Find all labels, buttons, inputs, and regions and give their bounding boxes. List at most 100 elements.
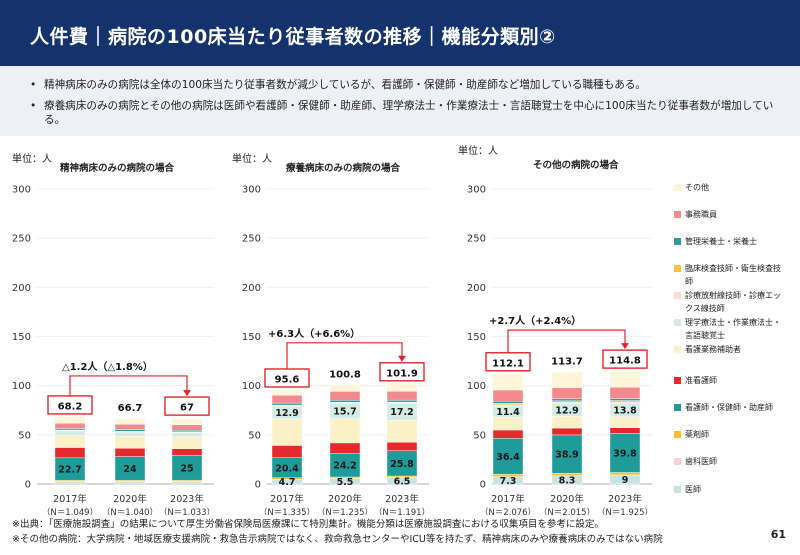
bar-segment <box>551 387 583 400</box>
y-tick-label: 50 <box>248 430 261 441</box>
bar-segment <box>609 387 641 399</box>
segment-value-label: 24.2 <box>333 461 356 472</box>
segment-value-label: 12.9 <box>275 408 298 419</box>
summary-box <box>0 66 800 136</box>
bar-segment <box>609 400 641 403</box>
legend-swatch <box>674 292 681 299</box>
y-tick-label: 0 <box>255 480 261 491</box>
legend-label: 歯科医師 <box>685 456 717 466</box>
n-label: （N＝2,015） <box>539 507 595 515</box>
annotation-bracket <box>286 342 403 369</box>
n-label: （N＝1,191） <box>374 507 430 515</box>
x-tick-label: 2023年 <box>385 493 419 505</box>
bar-total-label: 101.9 <box>386 368 418 379</box>
bar-segment <box>271 445 303 458</box>
bar-segment <box>171 448 203 456</box>
segment-value-label: 17.2 <box>390 407 413 418</box>
chart-title: その他の病院の場合 <box>533 159 619 171</box>
legend-swatch <box>674 458 681 465</box>
annotation-bracket <box>507 329 626 353</box>
bar-segment <box>54 430 86 436</box>
y-tick-label: 0 <box>480 480 486 491</box>
summary-bullet-text: 精神病床のみの病院は全体の100床当たり従事者数が減少しているが、看護師・保健師… <box>44 79 647 91</box>
bar-segment <box>609 427 641 434</box>
x-tick-label: 2020年 <box>328 493 362 505</box>
bar-segment <box>114 448 146 457</box>
total-highlight-box <box>379 362 425 382</box>
legend-swatch <box>674 404 681 411</box>
segment-value-label: 15.7 <box>333 407 356 418</box>
segment-value-label: 25.8 <box>390 459 414 470</box>
legend-label: 看護業務補助者 <box>685 344 741 354</box>
chart-title: 療養病床のみの病院の場合 <box>286 162 401 174</box>
legend-label: その他 <box>685 182 709 192</box>
annotation-arrowhead <box>183 390 191 397</box>
bar-segment <box>329 418 361 444</box>
legend-swatch <box>674 265 681 272</box>
y-tick-label: 100 <box>467 381 486 392</box>
n-label: （N＝1,925） <box>597 507 653 515</box>
y-tick-label: 250 <box>467 234 486 245</box>
n-label: （N＝1,049） <box>42 507 98 515</box>
bar-segment <box>329 442 361 454</box>
bar-segment <box>329 400 361 403</box>
bar-total-label: 95.6 <box>275 374 300 385</box>
bar-segment <box>271 389 303 396</box>
segment-value-label: 7.3 <box>500 476 517 487</box>
bar-segment <box>386 383 418 392</box>
charts-area: 単位：人精神病床のみの病院の場合05010015020025030022.768… <box>12 144 781 515</box>
legend-swatch <box>674 184 681 191</box>
segment-value-label: 38.9 <box>555 450 578 461</box>
bar-total-label: 100.8 <box>329 369 361 380</box>
legend-label: 事務職員 <box>685 209 717 219</box>
bar-segment <box>386 399 418 403</box>
header-bar: 人件費｜病院の100床当たり従事者数の推移｜機能分類別② <box>0 0 800 66</box>
bar-segment <box>551 398 583 402</box>
bar-segment <box>114 436 146 449</box>
bar-segment <box>386 391 418 401</box>
bar-segment <box>609 398 641 401</box>
bar-segment <box>609 416 641 428</box>
x-tick-label: 2020年 <box>113 493 147 505</box>
segment-value-label: 9 <box>622 475 629 486</box>
x-tick-label: 2023年 <box>608 493 642 505</box>
unit-label: 単位：人 <box>458 144 498 157</box>
y-tick-label: 50 <box>473 430 486 441</box>
x-tick-label: 2023年 <box>170 493 204 505</box>
bar-segment <box>54 428 86 431</box>
bar-segment <box>171 430 203 432</box>
definition-note: ※その他の病院：大学病院・地域医療支援病院・救急告示病院ではなく、救命救急センタ… <box>12 534 663 545</box>
legend-label: 准看護師 <box>685 375 717 385</box>
bar-segment <box>54 416 86 424</box>
legend-label: 医師 <box>685 484 701 494</box>
legend-swatch <box>674 211 681 218</box>
bar-segment <box>386 442 418 451</box>
bar-segment <box>171 436 203 449</box>
segment-value-label: 36.4 <box>496 452 520 463</box>
bar-segment <box>609 433 641 473</box>
segment-value-label: 22.7 <box>58 465 81 476</box>
y-tick-label: 50 <box>18 430 31 441</box>
bar-segment <box>609 370 641 388</box>
bar-segment <box>54 481 86 485</box>
legend-label: 看護師・保健師・助産師 <box>685 402 773 412</box>
y-tick-label: 150 <box>242 332 261 343</box>
change-annotation: △1.2人（△1.8%） <box>62 360 153 373</box>
segment-value-label: 8.3 <box>559 475 576 486</box>
bar-segment <box>114 431 146 437</box>
bar-segment <box>551 400 583 403</box>
change-annotation: +2.7人（+2.4%） <box>489 314 581 327</box>
n-label: （N＝1,033） <box>159 507 215 515</box>
legend-label: 薬剤師 <box>685 429 709 439</box>
y-tick-label: 300 <box>12 185 31 196</box>
bar-segment <box>492 438 524 475</box>
bar-total-label: 114.8 <box>609 356 641 367</box>
y-tick-label: 200 <box>467 283 486 294</box>
segment-value-label: 25 <box>180 463 193 474</box>
x-tick-label: 2017年 <box>491 493 525 505</box>
n-label: （N＝1,335） <box>259 507 315 515</box>
bar-segment <box>171 432 203 438</box>
bar-segment <box>114 481 146 485</box>
bar-segment <box>329 384 361 392</box>
segment-value-label: 20.4 <box>275 463 299 474</box>
